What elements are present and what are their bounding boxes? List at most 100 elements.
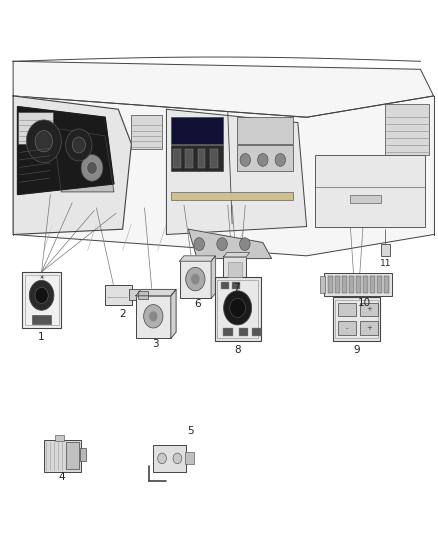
Bar [55,435,64,441]
Bar [223,257,246,282]
Bar [350,195,381,203]
Bar [180,261,211,298]
Circle shape [173,453,182,464]
Bar [44,440,81,472]
Circle shape [275,154,286,166]
Bar [129,289,141,300]
Bar [221,282,229,289]
Bar [105,285,132,305]
Bar [153,445,186,472]
Circle shape [191,274,200,285]
Bar [185,149,193,168]
Circle shape [230,298,245,318]
Bar [217,280,258,338]
Circle shape [81,155,103,181]
Bar [228,262,242,277]
Circle shape [217,238,227,251]
Text: +: + [366,306,372,312]
Polygon shape [211,256,215,298]
Bar [22,272,61,328]
Bar [335,300,378,338]
Polygon shape [13,96,434,256]
Circle shape [158,453,166,464]
Bar [363,276,368,293]
Text: +: + [366,325,372,331]
Text: 2: 2 [119,309,126,319]
Circle shape [194,238,205,251]
Circle shape [87,161,97,174]
Circle shape [72,137,85,153]
Text: 4: 4 [59,472,66,482]
Bar [360,303,378,316]
Text: 7: 7 [233,283,240,293]
Circle shape [258,154,268,166]
Polygon shape [53,128,114,192]
Bar [333,297,380,341]
Bar [131,115,162,149]
Bar [171,145,223,171]
Circle shape [240,238,250,251]
Bar [239,328,248,336]
Bar [66,442,79,469]
Bar [370,276,375,293]
Bar [215,277,261,341]
Text: 3: 3 [152,339,159,349]
Polygon shape [136,289,176,296]
Circle shape [66,129,92,161]
Bar [173,149,181,168]
Bar [138,291,148,299]
Bar [356,276,361,293]
Bar [338,321,356,335]
Text: 8: 8 [234,345,241,355]
Bar [360,321,378,335]
Bar [171,117,223,144]
Bar [349,276,354,293]
Polygon shape [18,107,114,195]
Bar [315,155,425,227]
Polygon shape [188,229,272,259]
Bar [237,117,293,144]
Text: 10: 10 [358,298,371,309]
Bar [381,244,390,256]
Bar [80,448,86,461]
Polygon shape [180,256,215,261]
Bar [320,276,325,293]
Circle shape [26,120,61,163]
Bar [384,276,389,293]
Bar [252,328,261,336]
Bar [25,275,59,325]
Circle shape [144,304,163,328]
Bar [171,192,293,200]
Bar [338,303,356,316]
Bar [185,452,194,464]
Bar [324,273,392,296]
Text: 11: 11 [380,260,391,269]
Polygon shape [166,109,307,235]
Circle shape [186,268,205,291]
Text: 1: 1 [38,332,45,342]
Bar [198,149,205,168]
Text: ☀: ☀ [39,276,45,281]
Bar [377,276,382,293]
Text: -: - [346,325,348,331]
Circle shape [35,287,48,303]
Bar [223,328,233,336]
Polygon shape [13,96,131,235]
Polygon shape [223,253,250,257]
Circle shape [35,131,53,152]
Polygon shape [13,61,434,117]
Text: 6: 6 [194,299,201,309]
Circle shape [29,280,54,310]
Circle shape [223,291,251,325]
Bar [136,296,171,338]
Text: 9: 9 [353,345,360,355]
Circle shape [240,154,251,166]
Bar [32,315,52,324]
Bar [335,276,340,293]
Polygon shape [171,289,176,338]
Bar [237,145,293,171]
Text: 5: 5 [187,426,194,437]
Bar [232,282,240,289]
Bar [18,112,53,144]
Bar [385,104,429,155]
